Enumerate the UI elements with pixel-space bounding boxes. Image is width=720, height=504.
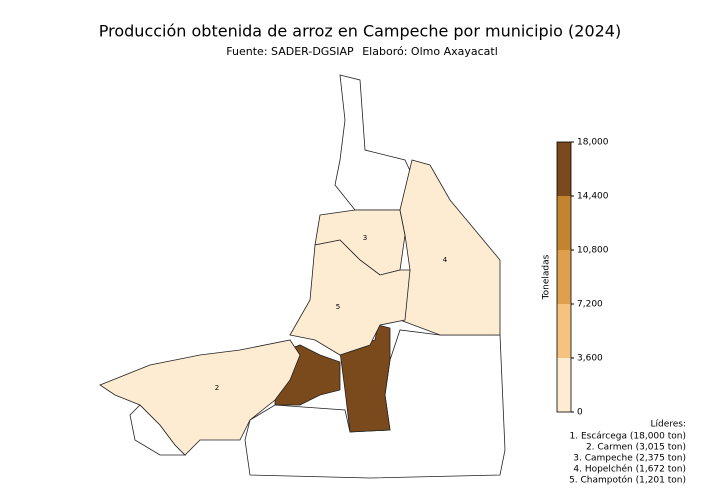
colorbar-segment [557, 196, 571, 250]
map-label: 3 [363, 234, 367, 242]
colorbar-segment [557, 250, 571, 304]
leader-entry: 1. Escárcega (18,000 ton) [570, 432, 686, 442]
colorbar-tick-label: 0 [577, 408, 583, 418]
colorbar-segment [557, 358, 571, 412]
municipality-no-data [244, 329, 506, 479]
municipality [399, 159, 501, 336]
colorbar-frame [556, 141, 572, 413]
municipality [99, 339, 301, 456]
colorbar-label: Toneladas [542, 254, 552, 300]
map-label: 4 [443, 256, 448, 264]
leader-entry: 2. Carmen (3,015 ton) [586, 443, 686, 453]
colorbar-segment [557, 304, 571, 358]
title: Producción obtenida de arroz en Campeche… [99, 22, 621, 41]
municipality [289, 239, 411, 356]
leader-entry: 3. Campeche (2,375 ton) [573, 454, 686, 464]
leaders-title: Líderes: [650, 420, 686, 430]
colorbar-segment [557, 142, 571, 196]
colorbar-tick-label: 7,200 [577, 300, 603, 310]
colorbar-tick-label: 3,600 [577, 354, 603, 364]
map-label: 5 [336, 303, 340, 311]
colorbar-tick-label: 14,400 [577, 192, 609, 202]
leader-entry: 4. Hopelchén (1,672 ton) [573, 464, 686, 475]
author: Elaboró: Olmo Axayacatl [362, 45, 498, 58]
colorbar-tick-label: 18,000 [577, 138, 609, 148]
colorbar-tick-label: 10,800 [577, 246, 609, 256]
source: Fuente: SADER-DGSIAP [226, 45, 354, 58]
map-label: 2 [215, 384, 219, 392]
leader-entry: 5. Champotón (1,201 ton) [569, 475, 686, 486]
municipality-no-data [334, 74, 413, 211]
